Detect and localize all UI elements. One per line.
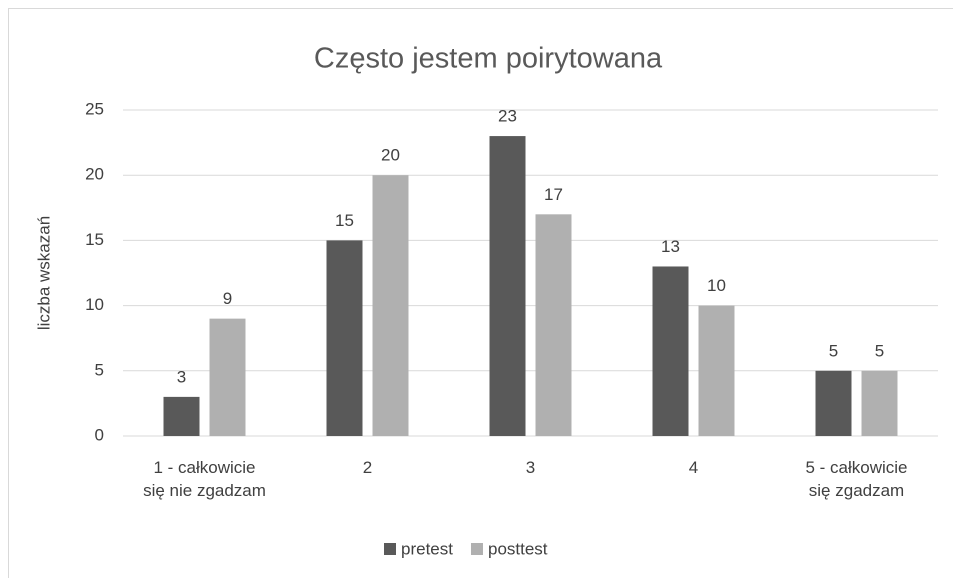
- data-label: 13: [661, 237, 680, 256]
- data-label: 23: [498, 107, 517, 126]
- y-tick-label: 15: [85, 230, 104, 249]
- y-tick-label: 0: [95, 425, 104, 444]
- bar: [372, 175, 409, 436]
- y-tick-label: 20: [85, 165, 104, 184]
- chart-title: Często jestem poirytowana: [314, 43, 663, 75]
- y-tick-label: 10: [85, 295, 104, 314]
- x-tick-label: 3: [525, 458, 536, 477]
- x-tick-label: 1 - całkowicie się nie zgadzam: [143, 458, 266, 500]
- y-axis-label: liczba wskazań: [34, 216, 53, 330]
- x-tick-label: 4: [688, 458, 699, 477]
- y-tick-label: 5: [95, 360, 104, 379]
- data-label: 10: [707, 276, 726, 295]
- bar: [163, 396, 200, 436]
- bar: [489, 136, 526, 436]
- x-tick-label: 5 - całkowicie się zgadzam: [805, 458, 908, 500]
- bar: [326, 240, 363, 436]
- legend-swatch: [470, 543, 483, 555]
- legend-label: posttest: [488, 539, 548, 558]
- chart-border: [8, 8, 953, 578]
- data-label: 20: [381, 146, 400, 165]
- bar: [698, 305, 735, 436]
- bar: [535, 214, 572, 436]
- legend-swatch: [384, 543, 396, 555]
- data-label: 17: [544, 185, 563, 204]
- bar: [861, 370, 898, 436]
- y-tick-label: 25: [85, 99, 104, 118]
- bar: [652, 266, 689, 436]
- bar: [815, 370, 852, 436]
- bar: [209, 318, 246, 436]
- data-label: 15: [335, 211, 354, 230]
- x-tick-label: 2: [362, 458, 373, 477]
- data-label: 5: [829, 341, 838, 360]
- data-label: 3: [177, 367, 186, 386]
- data-label: 9: [223, 289, 232, 308]
- data-label: 5: [875, 341, 884, 360]
- legend-label: pretest: [401, 539, 453, 558]
